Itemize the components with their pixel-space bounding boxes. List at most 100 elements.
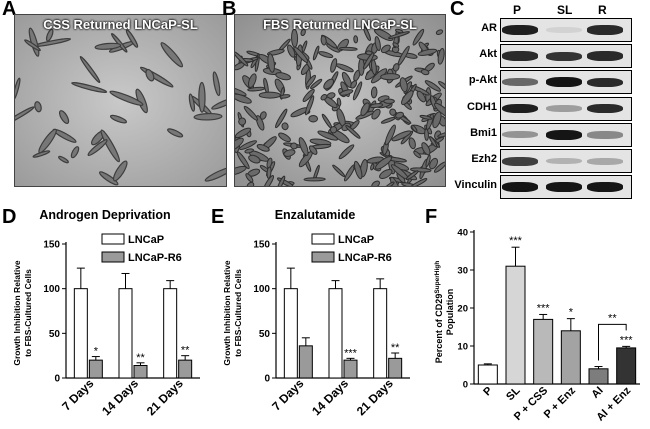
cell-shape bbox=[424, 128, 429, 141]
cell-shape bbox=[70, 146, 80, 159]
y-axis-label-line: to FBS-Cultured Cells bbox=[23, 269, 33, 357]
cell-shape bbox=[212, 71, 221, 97]
comparison-bracket bbox=[598, 323, 627, 361]
bar bbox=[73, 288, 88, 379]
cell-shape bbox=[370, 86, 378, 99]
cell-shape bbox=[345, 125, 361, 139]
cell-shape bbox=[388, 31, 410, 39]
cell-shape bbox=[320, 35, 327, 46]
legend-label: LNCaP-R6 bbox=[128, 252, 182, 264]
cell-shape bbox=[374, 36, 381, 52]
cell-shape bbox=[255, 115, 265, 131]
cell-shape bbox=[425, 154, 431, 168]
bar bbox=[533, 318, 554, 385]
cell-shape bbox=[308, 114, 319, 123]
cell-shape bbox=[375, 156, 393, 170]
cell-shape bbox=[308, 145, 318, 155]
chart-enzalutamide: Enzalutamide Growth Inhibition Relativeto… bbox=[222, 208, 410, 418]
x-tick-label: P + Enz bbox=[542, 384, 579, 421]
cell-shape bbox=[433, 161, 445, 173]
cell-shape bbox=[236, 151, 250, 170]
cell-shape bbox=[362, 52, 375, 70]
cell-shape bbox=[287, 44, 296, 58]
blot-band bbox=[502, 78, 538, 87]
cell-shape bbox=[411, 124, 418, 133]
cell-shape bbox=[371, 108, 381, 120]
panel-letter-e: E bbox=[211, 206, 225, 228]
cell-shape bbox=[352, 81, 363, 101]
blot-protein-label: Bmi1 bbox=[470, 126, 497, 139]
y-axis-label-line: Growth Inhibition Relative bbox=[222, 260, 232, 366]
cell-shape bbox=[45, 28, 54, 42]
chart-title: Enzalutamide bbox=[275, 208, 356, 222]
cell-shape bbox=[235, 86, 247, 97]
cell-shape bbox=[100, 129, 121, 163]
cell-shape bbox=[243, 105, 258, 121]
bar bbox=[505, 265, 526, 385]
y-tick-label: 10 bbox=[457, 342, 468, 353]
cell-shape bbox=[353, 160, 363, 180]
cell-shape bbox=[421, 142, 431, 156]
blot-band bbox=[546, 77, 582, 88]
cell-shape bbox=[290, 142, 298, 150]
cell-shape bbox=[211, 97, 226, 110]
significance-label: * bbox=[94, 346, 99, 358]
cell-shape bbox=[94, 42, 122, 50]
y-tick-label: 150 bbox=[253, 240, 270, 251]
panel-letter-f: F bbox=[425, 206, 438, 228]
cell-shape bbox=[310, 78, 323, 90]
y-tick-label: 0 bbox=[463, 380, 468, 391]
bar bbox=[163, 288, 178, 379]
cell-shape bbox=[318, 51, 334, 59]
blot-band bbox=[546, 129, 582, 140]
cell-shape bbox=[380, 44, 391, 54]
blot-band bbox=[587, 103, 623, 114]
cell-shape bbox=[15, 77, 21, 101]
cell-shape bbox=[370, 163, 375, 171]
y-tick-label: 30 bbox=[457, 266, 468, 277]
blot-band bbox=[587, 130, 623, 139]
cell-shape bbox=[434, 102, 445, 119]
y-axis-label: Percent of CD29SuperHigh Population bbox=[434, 261, 455, 363]
cell-shape bbox=[429, 136, 438, 148]
y-axis-label-line: Growth Inhibition Relative bbox=[12, 260, 22, 366]
bar bbox=[178, 359, 193, 379]
cell-shape bbox=[392, 42, 400, 48]
cell-shape bbox=[248, 154, 261, 164]
cell-shape bbox=[383, 98, 395, 104]
cell-shape bbox=[278, 132, 291, 143]
cell-shape bbox=[417, 48, 438, 56]
cell-shape bbox=[263, 175, 275, 186]
cell-shape bbox=[323, 78, 335, 90]
cell-shape bbox=[413, 150, 422, 159]
micrograph-fbs-image bbox=[235, 15, 445, 186]
cell-shape bbox=[71, 82, 108, 93]
cell-shape bbox=[395, 111, 405, 119]
cell-shape bbox=[305, 95, 315, 116]
cell-shape bbox=[266, 157, 273, 169]
cell-shape bbox=[384, 124, 396, 146]
micrograph-css-image bbox=[15, 15, 226, 186]
cell-shape bbox=[235, 127, 252, 139]
y-axis-label-line: to FBS-Cultured Cells bbox=[233, 269, 243, 357]
blot-band bbox=[502, 51, 538, 61]
cell-shape bbox=[401, 182, 417, 186]
y-tick-label: 100 bbox=[43, 284, 60, 295]
blot-protein-label: AR bbox=[481, 22, 497, 34]
x-tick-label: 21 Days bbox=[354, 376, 396, 418]
cell-shape bbox=[437, 48, 445, 65]
cell-shape bbox=[34, 101, 42, 113]
legend-swatch bbox=[101, 251, 125, 263]
legend-label: LNCaP bbox=[338, 234, 374, 246]
cell-shape bbox=[438, 80, 445, 91]
cell-shape bbox=[145, 68, 155, 82]
bar bbox=[133, 364, 148, 379]
cell-shape bbox=[380, 73, 401, 81]
cell-shape bbox=[293, 46, 309, 63]
blot-protein-label: Vinculin bbox=[454, 179, 497, 192]
panel-letter-b: B bbox=[222, 0, 237, 20]
blot-lane-label: R bbox=[598, 3, 607, 17]
blot-band bbox=[502, 182, 538, 193]
bar bbox=[388, 357, 403, 379]
blot-strip bbox=[500, 44, 632, 69]
